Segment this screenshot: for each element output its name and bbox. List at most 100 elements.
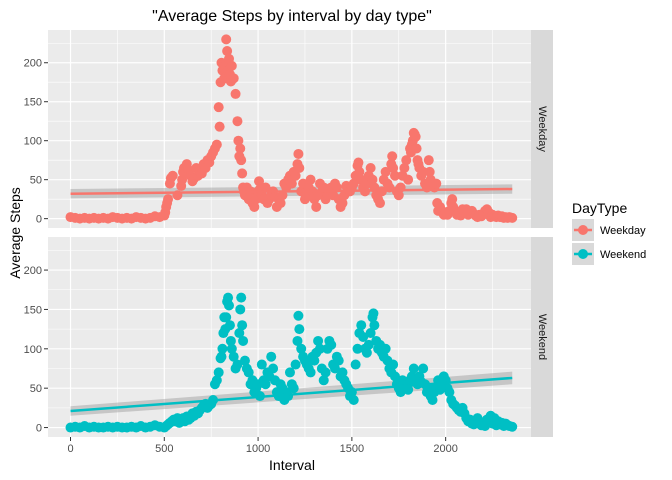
data-point-weekday [354,166,365,177]
x-axis-ticks: 0 500 1000 1500 2000 [67,437,458,455]
y-tick-label: 150 [24,97,42,109]
data-point-weekend [305,367,316,378]
data-point-weekend [313,335,324,346]
data-point-weekend [239,355,250,366]
data-point-weekend [314,343,325,354]
data-point-weekday [226,60,237,71]
data-point-weekday [305,174,316,185]
data-point-weekend [356,320,367,331]
data-point-weekend [296,343,307,354]
data-point-weekend [211,375,222,386]
panel-background [48,30,531,228]
data-point-weekday [410,131,421,142]
legend-key-weekday [578,225,588,235]
data-point-weekday [375,198,385,209]
data-point-weekday [365,162,376,173]
data-point-weekday [311,201,322,212]
data-point-weekday [294,162,305,173]
data-point-weekday [399,162,410,173]
data-point-weekday [228,73,239,84]
panel-weekend [48,237,531,437]
data-point-weekend [238,335,249,346]
data-point-weekday [423,155,434,166]
data-point-weekend [228,351,239,362]
data-point-weekend [363,339,374,350]
data-point-weekend [266,351,277,362]
data-point-weekend [223,292,234,303]
y-tick-label: 150 [24,304,42,316]
data-point-weekend [225,335,236,346]
data-point-weekend [256,359,267,370]
x-tick-label: 1500 [340,443,364,455]
legend-item-weekend: Weekend [572,243,646,265]
data-point-weekday [249,201,260,212]
data-point-weekday [286,178,297,189]
data-point-weekday [213,102,224,113]
y-tick-label: 200 [24,265,42,277]
data-point-weekday [507,212,518,223]
data-point-weekend [326,339,337,350]
data-point-weekday [260,182,271,193]
data-point-weekday [277,190,288,201]
data-point-weekday [403,174,414,185]
y-tick-label: 50 [30,383,42,395]
x-tick-label: 2000 [433,443,457,455]
data-point-weekday [424,166,435,177]
data-point-weekend [234,328,245,339]
legend-key-weekend [578,249,588,259]
legend-label-weekday: Weekday [600,225,646,237]
strip-weekend: Weekend [531,237,553,437]
data-point-weekend [260,379,271,390]
data-point-weekend [380,343,391,354]
data-point-weekend [418,363,429,374]
data-point-weekday [221,34,232,45]
data-point-weekend [213,367,224,378]
panel-weekday [48,30,531,228]
y-axis-label: Average Steps [7,187,23,279]
data-point-weekday [290,170,301,181]
data-point-weekend [320,367,331,378]
data-point-weekday [337,198,348,209]
data-point-weekend [388,359,399,370]
data-point-weekend [232,359,243,370]
legend: DayType Weekday Weekend [572,200,646,265]
data-point-weekday [235,143,246,154]
data-point-weekday [388,162,399,173]
data-point-weekend [507,421,518,432]
data-point-weekend [337,367,348,378]
data-point-weekend [368,308,379,319]
data-point-weekday [232,116,243,127]
data-point-weekend [350,359,361,370]
data-point-weekday [237,168,248,179]
data-point-weekend [329,363,340,374]
data-point-weekday [390,170,401,181]
data-point-weekend [224,320,235,331]
data-point-weekday [167,170,178,181]
y-tick-label: 50 [30,175,42,187]
data-point-weekend [236,292,247,303]
data-point-weekday [387,151,398,162]
data-point-weekend [444,387,455,398]
data-point-weekday [348,178,359,189]
trend-line-weekend [70,376,513,413]
data-point-weekday [222,46,233,57]
data-point-weekend [352,343,363,354]
strip-weekday-label: Weekday [536,106,548,152]
y-axis-ticks: 0 50 100 150 200 0 50 100 150 200 [24,58,48,435]
data-point-weekend [427,394,438,405]
data-point-weekday [353,157,364,168]
data-point-weekend [290,359,301,370]
data-point-weekday [236,155,247,166]
data-point-weekend [224,300,235,311]
data-point-weekday [431,178,442,189]
data-point-weekday [214,121,225,132]
data-point-weekend [217,343,228,354]
data-point-weekend [226,343,237,354]
data-point-weekend [292,335,303,346]
data-point-weekend [358,332,369,342]
data-point-weekend [293,310,304,321]
data-point-weekday [411,143,422,154]
legend-title: DayType [572,200,627,216]
y-tick-label: 0 [36,423,42,435]
